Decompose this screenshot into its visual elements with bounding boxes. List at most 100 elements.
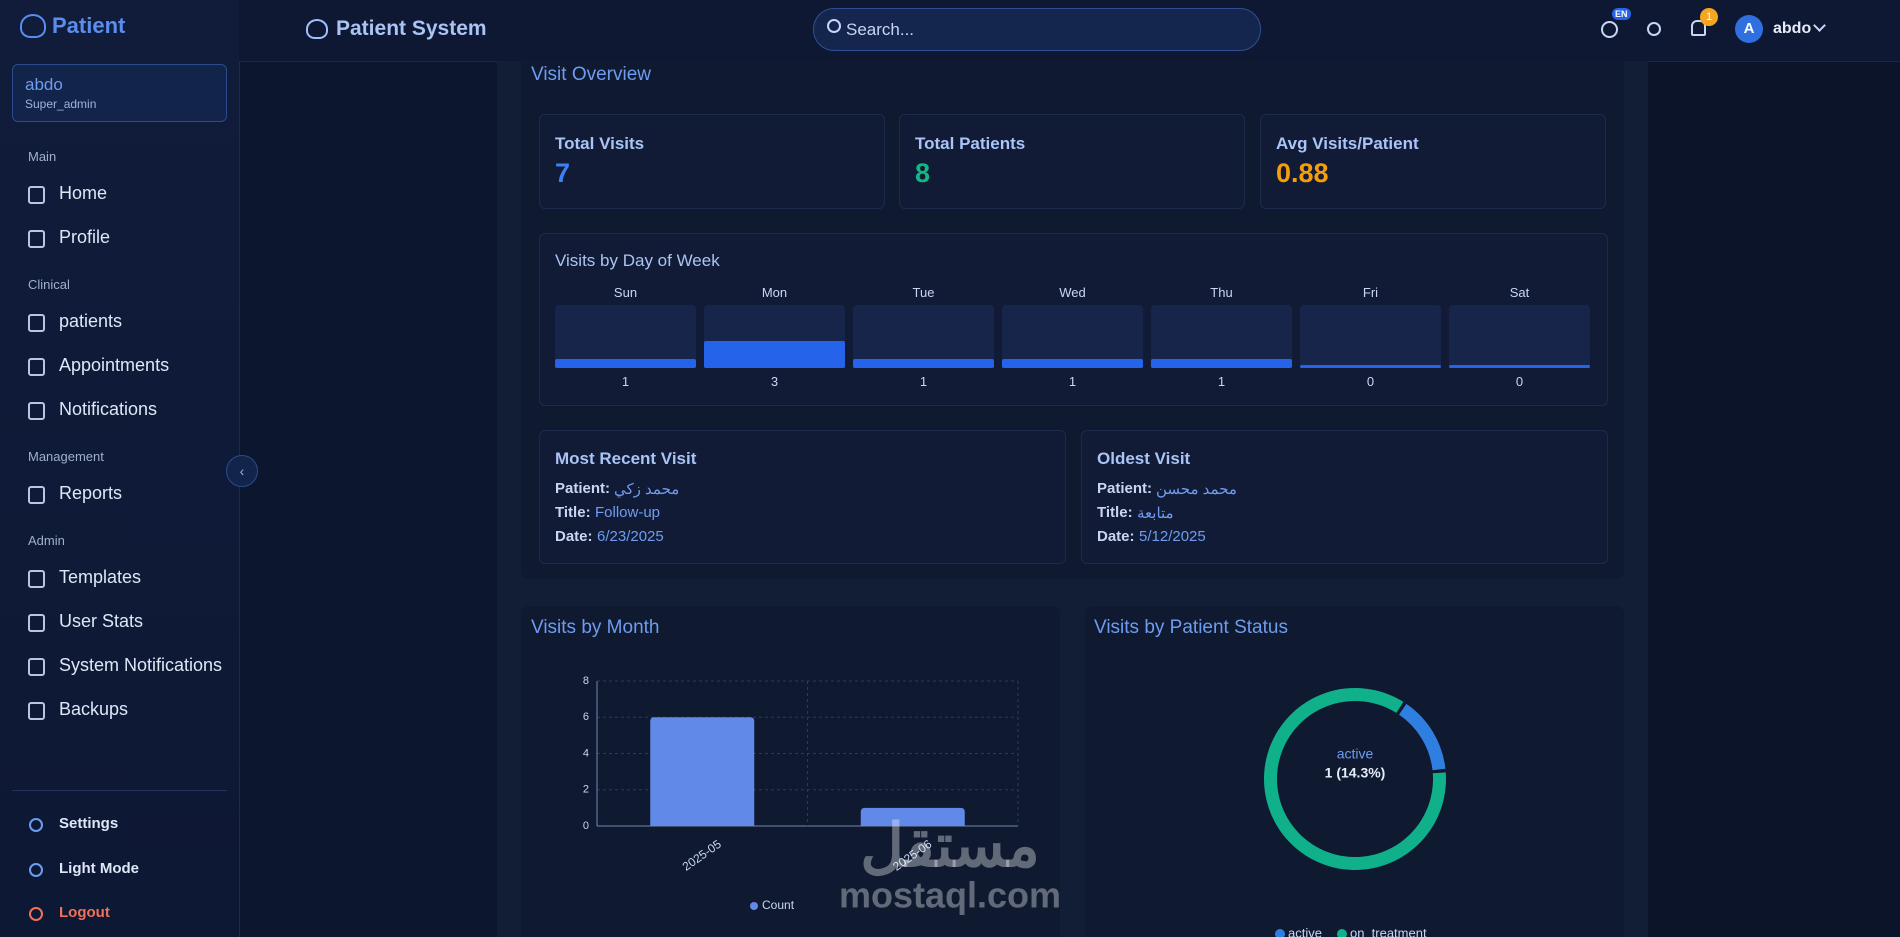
nav-icon <box>28 486 45 504</box>
nav-icon <box>28 358 45 376</box>
user-menu[interactable]: abdo <box>1773 20 1812 37</box>
notification-badge: 1 <box>1700 8 1718 26</box>
stat-card box <box>899 114 1245 209</box>
nav-item[interactable]: Reports <box>59 483 123 503</box>
day-label: Sun <box>613 285 638 300</box>
day-label: Fri <box>1362 285 1379 300</box>
search-box[interactable] <box>813 8 1261 51</box>
stat-value: 0.88 <box>1276 158 1329 188</box>
footer-icon <box>29 818 43 832</box>
visit-title: Most Recent Visit <box>555 449 697 468</box>
nav-icon <box>28 186 45 204</box>
nav-item[interactable]: Home <box>59 183 108 203</box>
day-value: 1 <box>919 374 928 389</box>
field-label: Patient: <box>1097 480 1153 497</box>
day-track <box>853 305 994 368</box>
stat-label: Total Patients <box>915 134 1026 153</box>
day-track <box>1300 305 1441 368</box>
day-value: 3 <box>770 374 779 389</box>
footer-item[interactable]: Light Mode <box>59 859 139 877</box>
day-value: 0 <box>1515 374 1524 389</box>
day-value: 1 <box>1217 374 1226 389</box>
brand-icon <box>20 14 46 38</box>
day-value: 0 <box>1366 374 1375 389</box>
nav-icon <box>28 614 45 632</box>
field-label: Title: <box>1097 504 1133 521</box>
visit-box <box>1081 430 1608 564</box>
visit-title: Oldest Visit <box>1097 449 1191 468</box>
day-bar <box>1449 365 1590 368</box>
status-card <box>1085 606 1624 937</box>
nav-item[interactable]: Appointments <box>59 355 170 375</box>
field-value: محمد زكي <box>614 481 680 498</box>
field-label: Patient: <box>555 480 611 497</box>
nav-item[interactable]: System Notifications <box>59 655 223 675</box>
nav-item[interactable]: patients <box>59 311 123 331</box>
footer-item[interactable]: Settings <box>59 815 119 832</box>
avatar[interactable]: A <box>1735 15 1763 43</box>
section-label: Management <box>28 449 104 464</box>
stat-label: Avg Visits/Patient <box>1276 134 1419 153</box>
month-card <box>521 606 1060 937</box>
visit-box <box>539 430 1066 564</box>
day-label: Sat <box>1509 285 1530 300</box>
search-placeholder: Search... <box>846 20 915 39</box>
day-label: Thu <box>1210 285 1233 300</box>
user-card <box>12 64 227 122</box>
card-title: Visits by Patient Status <box>1094 617 1288 638</box>
day-bar <box>1151 359 1292 368</box>
day-title: Visits by Day of Week <box>555 251 720 270</box>
card-title: Visits by Month <box>531 617 660 638</box>
day-track <box>1449 305 1590 368</box>
day-value: 1 <box>1068 374 1077 389</box>
nav-item[interactable]: Profile <box>59 227 111 247</box>
day-track <box>555 305 696 368</box>
nav-item[interactable]: Templates <box>59 567 142 587</box>
section-label: Main <box>28 149 57 164</box>
footer-icon <box>29 862 43 877</box>
user-name: abdo <box>25 75 63 94</box>
stat-label: Total Visits <box>555 134 645 153</box>
stat-value: 8 <box>915 158 931 188</box>
nav-icon <box>28 402 45 420</box>
search-icon <box>827 19 841 33</box>
collapse-button[interactable]: ‹ <box>226 455 258 487</box>
day-label: Wed <box>1059 285 1086 300</box>
nav-item[interactable]: Backups <box>59 699 129 719</box>
nav-icon <box>28 230 45 248</box>
nav-icon <box>28 314 45 332</box>
bell-icon[interactable] <box>1691 20 1706 36</box>
field-label: Date: <box>1097 528 1135 545</box>
brand: Patient <box>52 13 126 38</box>
topbar-title: Patient System <box>336 17 487 40</box>
topbar-icon <box>306 19 328 39</box>
day-track <box>1002 305 1143 368</box>
section-title: Visit Overview <box>531 64 652 85</box>
language-badge: EN <box>1612 8 1631 20</box>
footer-icon <box>29 907 43 921</box>
footer-item[interactable]: Logout <box>59 904 110 921</box>
nav-item[interactable]: Notifications <box>59 399 158 419</box>
day-label: Mon <box>761 285 788 300</box>
field-value: 5/12/2025 <box>1139 528 1206 545</box>
nav-icon <box>28 702 45 720</box>
theme-icon[interactable] <box>1647 22 1661 36</box>
day-label: Tue <box>912 285 935 300</box>
language-icon[interactable] <box>1601 21 1618 38</box>
field-value: Follow-up <box>595 504 661 521</box>
sidebar <box>0 0 240 937</box>
stat-card box <box>1260 114 1606 209</box>
field-value: متابعة <box>1137 505 1174 522</box>
day-bar <box>555 359 696 368</box>
field-label: Date: <box>555 528 593 545</box>
day-bar <box>853 359 994 368</box>
section-label: Admin <box>28 533 65 548</box>
stat-card box <box>539 114 885 209</box>
field-label: Title: <box>555 504 591 521</box>
day-bar <box>1002 359 1143 368</box>
separator <box>12 790 227 791</box>
nav-item[interactable]: User Stats <box>59 611 144 631</box>
day-track <box>1151 305 1292 368</box>
day-value: 1 <box>621 374 630 389</box>
